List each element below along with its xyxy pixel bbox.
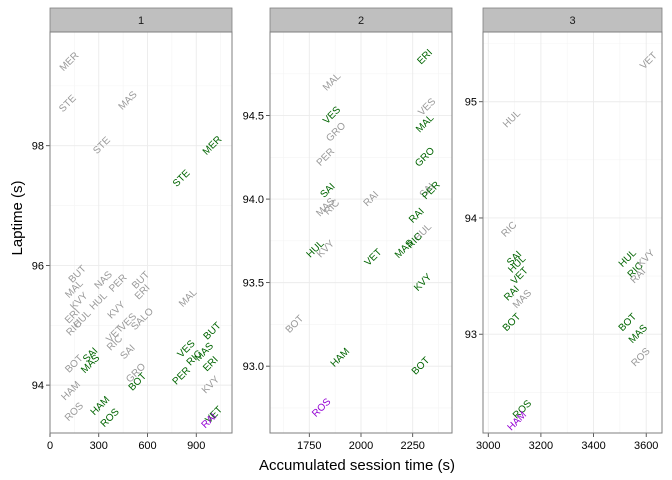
facet-strip-label: 2 bbox=[358, 15, 364, 27]
x-tick-label: 3000 bbox=[476, 440, 500, 452]
x-tick-label: 3600 bbox=[634, 440, 658, 452]
y-tick-label: 96 bbox=[32, 260, 44, 272]
x-tick-label: 3200 bbox=[529, 440, 553, 452]
x-tick-label: 900 bbox=[187, 440, 205, 452]
y-tick-label: 93 bbox=[465, 329, 477, 341]
y-tick-label: 94.5 bbox=[243, 111, 264, 123]
facet-strip bbox=[269, 7, 453, 33]
facet-strip bbox=[49, 7, 233, 33]
y-tick-label: 94.0 bbox=[243, 194, 264, 206]
x-tick-label: 3400 bbox=[581, 440, 605, 452]
x-axis-title: Accumulated session time (s) bbox=[259, 457, 455, 474]
x-tick-label: 2000 bbox=[349, 440, 373, 452]
panel-background bbox=[50, 32, 232, 433]
y-axis-title: Laptime (s) bbox=[9, 180, 26, 255]
x-tick-label: 0 bbox=[47, 440, 53, 452]
facet-strip-label: 1 bbox=[138, 15, 144, 27]
facet-strip-label: 3 bbox=[569, 15, 575, 27]
panel-background bbox=[483, 32, 662, 433]
y-tick-label: 95 bbox=[465, 97, 477, 109]
panel-border bbox=[482, 31, 663, 434]
x-tick-label: 300 bbox=[90, 440, 108, 452]
y-tick-label: 93.0 bbox=[243, 361, 264, 373]
y-tick-label: 98 bbox=[32, 141, 44, 153]
y-tick-label: 93.5 bbox=[243, 278, 264, 290]
y-tick-label: 94 bbox=[32, 380, 44, 392]
x-tick-label: 2250 bbox=[400, 440, 424, 452]
panel-border bbox=[49, 31, 233, 434]
x-tick-label: 600 bbox=[138, 440, 156, 452]
panel-border bbox=[269, 31, 453, 434]
y-tick-label: 94 bbox=[465, 213, 477, 225]
x-tick-label: 1750 bbox=[297, 440, 321, 452]
